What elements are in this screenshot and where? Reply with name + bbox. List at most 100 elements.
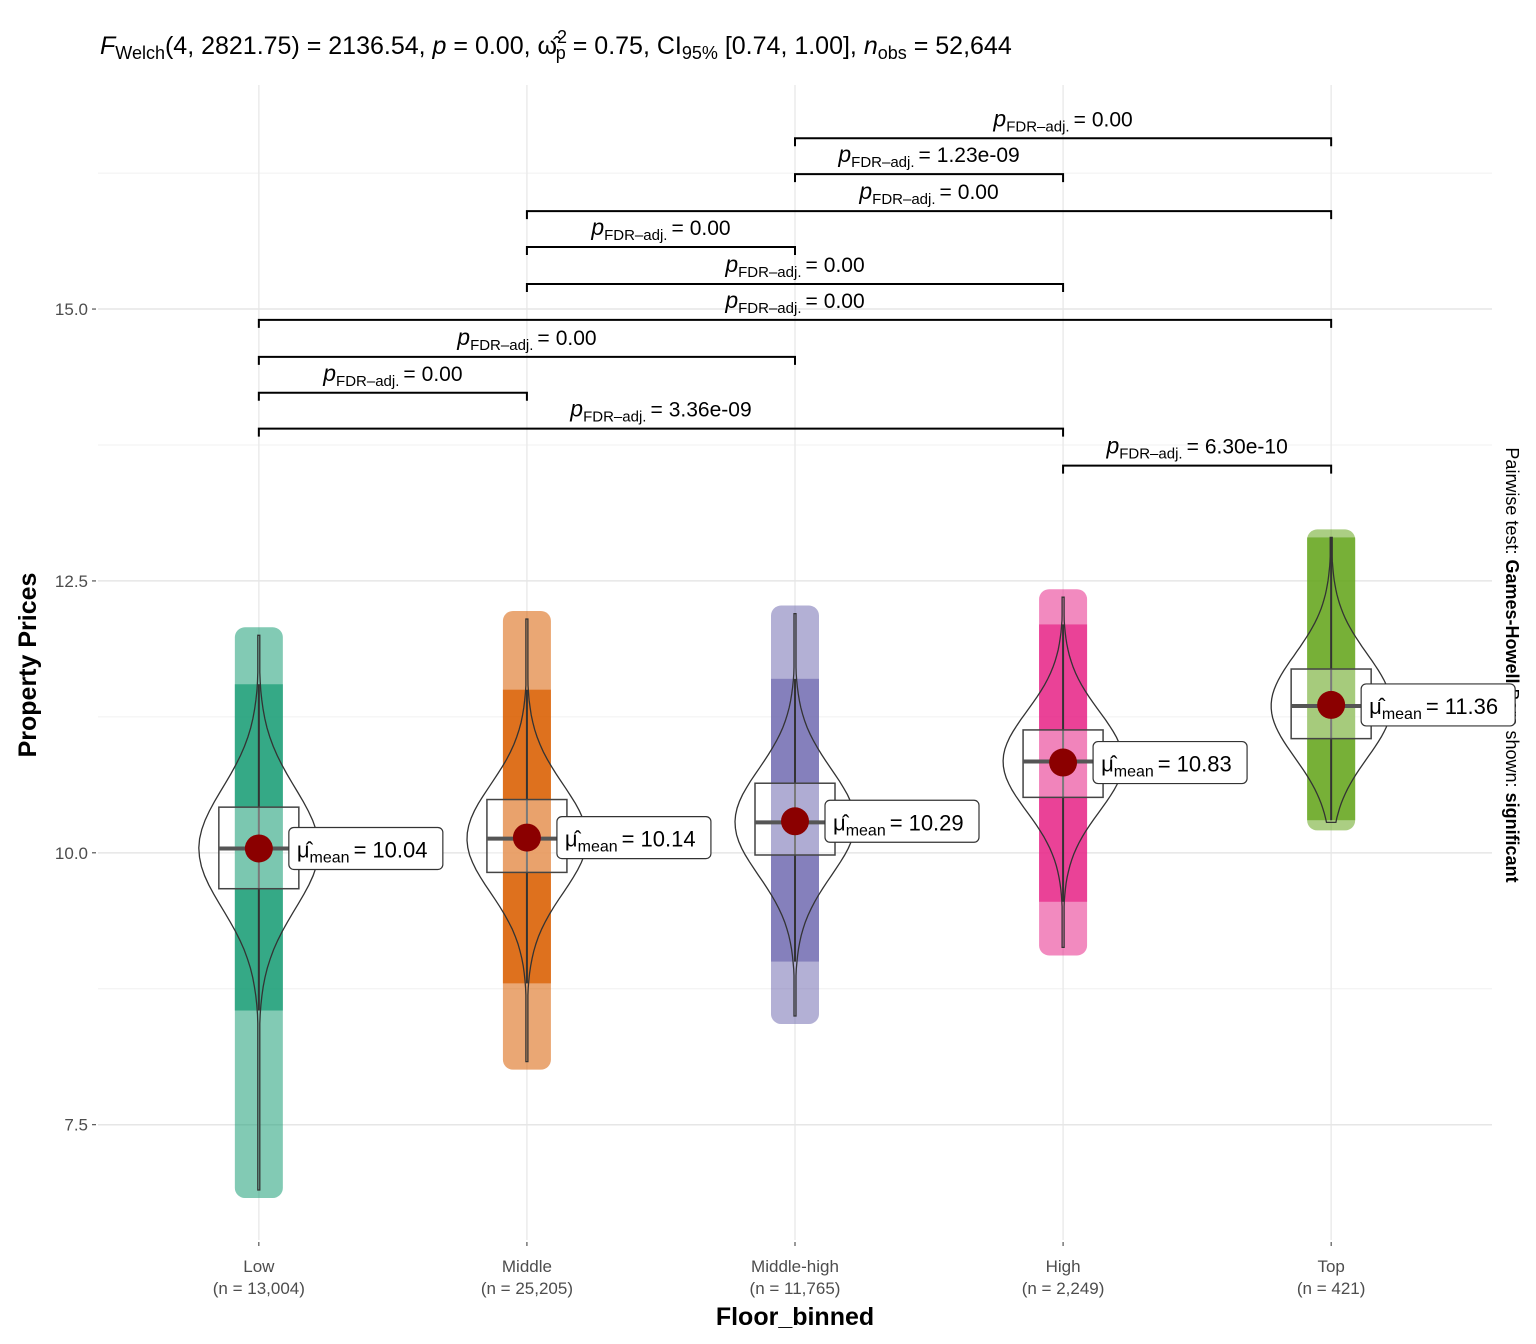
p-symbol: p: [322, 360, 336, 386]
mean-subscript: mean: [1114, 763, 1154, 780]
p-operator: =: [650, 399, 662, 422]
text-part: p: [432, 32, 447, 60]
p-subscript: FDR–adj.: [1006, 118, 1069, 135]
text-part: [0.74, 1.00],: [718, 32, 864, 60]
p-operator: =: [403, 363, 415, 386]
p-symbol: p: [992, 105, 1006, 131]
p-subscript: FDR–adj.: [738, 299, 801, 316]
comparison-bracket: [525, 283, 1065, 293]
p-value: 0.00: [958, 181, 999, 204]
p-subscript: FDR–adj.: [336, 372, 399, 389]
p-value: 0.00: [422, 363, 463, 386]
mean-operator: =: [622, 827, 635, 852]
p-operator: =: [940, 181, 952, 204]
text-part: (4, 2821.75) = 2136.54,: [165, 32, 433, 60]
text-part: = 0.75, CI: [566, 32, 682, 60]
p-symbol: p: [1105, 433, 1119, 459]
violin: [198, 634, 320, 1191]
comparison-label: pFDR–adj. = 3.36e-09: [569, 396, 751, 426]
mean-operator: =: [1426, 694, 1439, 719]
mean-point: [512, 823, 541, 852]
p-operator: =: [919, 144, 931, 167]
p-operator: =: [1187, 436, 1199, 459]
mean-symbol: μ̂: [1101, 752, 1118, 777]
text-part: Games-Howell: [1502, 559, 1522, 683]
x-tick-label: Middle: [502, 1257, 552, 1276]
p-subscript: FDR–adj.: [738, 264, 801, 281]
x-n-label: (n = 13,004): [213, 1279, 305, 1298]
mean-label-box: [1092, 740, 1248, 785]
mean-value: 10.83: [1177, 752, 1232, 777]
mean-value: 10.29: [909, 810, 964, 835]
text-part: 2: [557, 27, 567, 47]
mean-symbol: μ̂: [565, 827, 582, 852]
p-operator: =: [671, 217, 683, 240]
p-value: 0.00: [1092, 108, 1133, 131]
p-value: 0.00: [824, 290, 865, 313]
p-subscript: FDR–adj.: [872, 191, 935, 208]
p-operator: =: [806, 290, 818, 313]
comparison-bracket: [794, 137, 1333, 147]
y-tick-label: 12.5: [55, 572, 88, 591]
p-value: 0.00: [824, 254, 865, 277]
subtitle: FWelch(4, 2821.75) = 2136.54, p = 0.00, …: [100, 27, 1012, 63]
y-tick-label: 7.5: [64, 1116, 88, 1135]
comparison-label: pFDR–adj. = 6.30e-10: [1105, 433, 1287, 463]
comparison-label: pFDR–adj. = 0.00: [992, 105, 1132, 134]
p-operator: =: [806, 254, 818, 277]
comparison-bracket: [257, 391, 528, 401]
mean-point: [1049, 748, 1078, 777]
mean-point: [781, 807, 809, 836]
p-symbol: p: [858, 178, 872, 204]
comparison-bracket: [525, 210, 1333, 220]
p-symbol: p: [590, 214, 604, 240]
mean-operator: =: [890, 810, 903, 835]
p-value: 0.00: [556, 327, 597, 350]
mean-label-box: [824, 799, 980, 843]
mean-value: 10.14: [641, 827, 696, 852]
mean-label: μ̂mean = 10.83: [1101, 752, 1232, 781]
y-axis-title: Property Prices: [14, 573, 42, 758]
p-subscript: FDR–adj.: [583, 408, 646, 425]
comparison-label: pFDR–adj. = 0.00: [590, 214, 730, 244]
p-subscript: FDR–adj.: [604, 227, 667, 244]
comparison-bracket: [257, 318, 1333, 328]
violin: [466, 618, 588, 1063]
mean-value: 10.04: [372, 837, 427, 862]
violin: [1002, 596, 1124, 949]
p-value: 6.30e-10: [1205, 436, 1288, 459]
x-n-label: (n = 25,205): [481, 1279, 573, 1298]
text-part: obs: [878, 43, 907, 63]
x-axis-title: Floor_binned: [716, 1303, 874, 1331]
text-part: Welch: [115, 43, 165, 63]
p-symbol: p: [456, 324, 470, 350]
comparison-label: pFDR–adj. = 0.00: [724, 251, 864, 281]
mean-symbol: μ̂: [1369, 694, 1386, 719]
x-tick-label: Middle-high: [751, 1257, 839, 1276]
text-part: = 0.00,: [446, 32, 537, 60]
mean-label: μ̂mean = 11.36: [1369, 694, 1498, 723]
x-tick-label: Low: [243, 1257, 275, 1276]
caption: Pairwise test: Games-Howell Bars shown: …: [1502, 447, 1522, 882]
p-symbol: p: [724, 287, 738, 313]
x-n-label: (n = 2,249): [1022, 1279, 1105, 1298]
comparison-label: pFDR–adj. = 1.23e-09: [837, 141, 1019, 171]
p-operator: =: [1074, 108, 1086, 131]
mean-label-box: [288, 826, 444, 871]
x-n-label: (n = 421): [1297, 1279, 1366, 1298]
p-value: 3.36e-09: [669, 399, 752, 422]
mean-subscript: mean: [1382, 706, 1422, 723]
mean-subscript: mean: [578, 838, 618, 855]
comparison-bracket: [257, 355, 796, 365]
y-tick-label: 10.0: [55, 844, 88, 863]
comparison-label: pFDR–adj. = 0.00: [456, 324, 596, 354]
p-subscript: FDR–adj.: [470, 336, 533, 353]
comparison-label: pFDR–adj. = 0.00: [858, 178, 998, 208]
x-tick-label: Top: [1317, 1257, 1344, 1276]
text-part: F: [100, 32, 117, 60]
mean-operator: =: [1158, 752, 1171, 777]
text-part: Pairwise test:: [1502, 447, 1522, 559]
x-n-label: (n = 11,765): [750, 1279, 841, 1298]
mean-label: μ̂mean = 10.29: [833, 810, 964, 839]
